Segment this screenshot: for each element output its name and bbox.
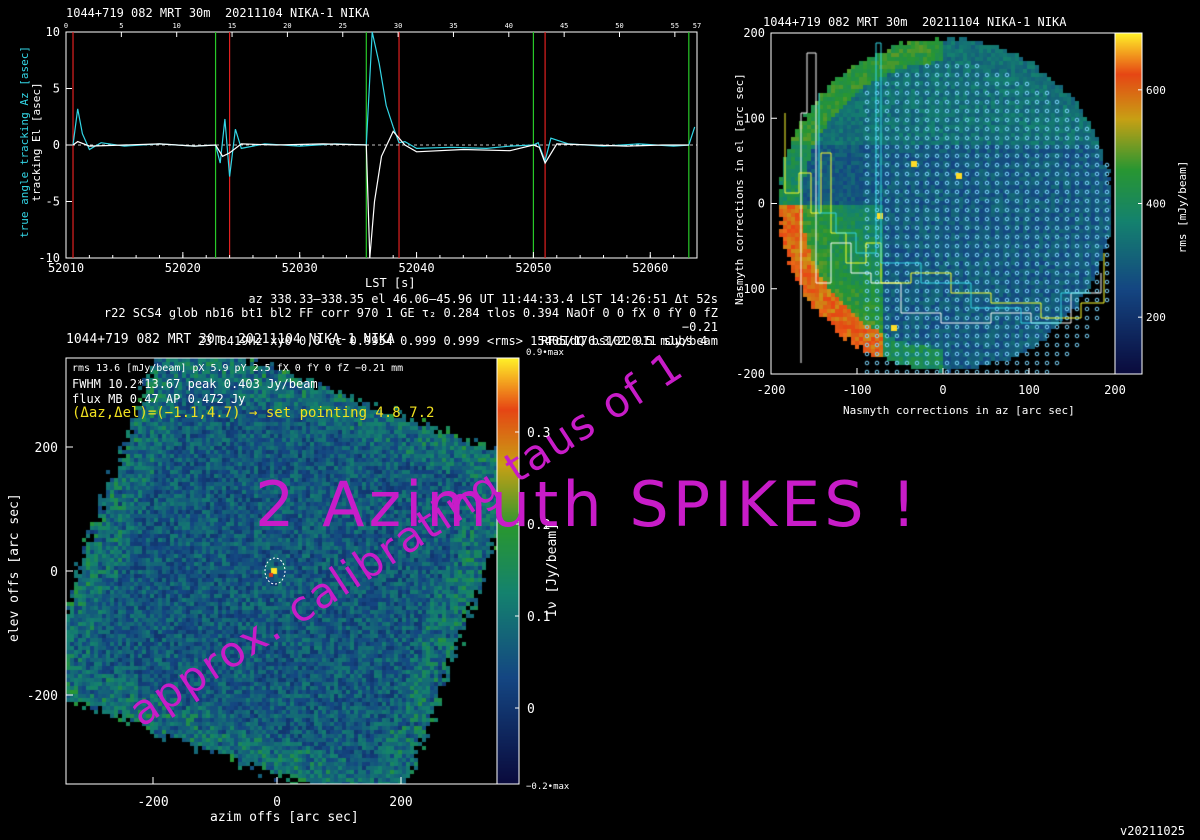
y-tick-label: 10 <box>46 25 60 39</box>
series-az-line <box>72 31 696 177</box>
nas-y-tick-label: -200 <box>736 367 765 381</box>
top-tick-label: 0 <box>64 22 68 30</box>
cbar-top-label: 0.9•max <box>526 348 564 358</box>
map-y-tick-label: 0 <box>50 565 58 580</box>
x-tick-label: 52020 <box>165 261 201 275</box>
series-el-line <box>72 130 689 259</box>
panel2-title: 1044+719 082 MRT 30m 20211104 NIKA-1 NIK… <box>763 15 1067 29</box>
map-ylabel: elev offs [arc sec] <box>7 493 22 642</box>
rms-cbar-tick-label: 600 <box>1146 84 1166 97</box>
nasmyth-xlabel: Nasmyth corrections in az [arc sec] <box>843 404 1075 417</box>
panel1-xlabel: LST [s] <box>365 276 416 290</box>
map-y-tick-label: 200 <box>35 441 58 456</box>
nasmyth-map <box>771 33 1115 374</box>
pointing-result: (Δaz,Δel)=(−1.1,4.7) → set pointing 4.8 … <box>72 405 435 421</box>
x-tick-label: 52030 <box>282 261 318 275</box>
top-tick-label: 25 <box>339 22 347 30</box>
info-block: az 338.33–338.35 el 46.06–45.96 UT 11:44… <box>100 292 718 348</box>
x-tick-label: 52050 <box>515 261 551 275</box>
y-tick-label: -10 <box>38 251 60 265</box>
top-tick-label: 57 <box>693 22 701 30</box>
top-tick-label: 20 <box>283 22 291 30</box>
rms-cbar-tick-label: 400 <box>1146 198 1166 211</box>
nas-x-tick-label: -100 <box>843 383 872 397</box>
nas-x-tick-label: 0 <box>939 383 946 397</box>
x-tick-label: 52060 <box>632 261 668 275</box>
map-y-tick-label: -200 <box>27 689 58 704</box>
top-tick-label: 55 <box>671 22 679 30</box>
x-tick-label: 52040 <box>398 261 434 275</box>
top-tick-label: 35 <box>449 22 457 30</box>
nas-x-tick-label: -200 <box>757 383 786 397</box>
nas-y-tick-label: 200 <box>743 26 765 40</box>
info-line-2: r22 SCS4 glob nb16 bt1 bl2 FF corr 970 1… <box>103 306 718 334</box>
top-tick-label: 50 <box>615 22 623 30</box>
tracking-plot-frame <box>65 31 698 259</box>
top-tick-label: 5 <box>119 22 123 30</box>
info-line-3: 23.8419Hz xy0 0,0 cc 0.9954 0.999 0.999 … <box>197 334 718 348</box>
top-tick-label: 45 <box>560 22 568 30</box>
map-stats-2: FWHM 10.2*13.67 peak 0.403 Jy/beam <box>72 377 318 391</box>
spikes-annotation: 2 Azimuth SPIKES ! <box>255 468 921 541</box>
map-x-tick-label: -200 <box>137 795 168 810</box>
top-tick-label: 10 <box>172 22 180 30</box>
panel1-title: 1044+719 082 MRT 30m 20211104 NIKA-1 NIK… <box>66 6 370 20</box>
pointing-map <box>66 358 497 784</box>
map-xlabel: azim offs [arc sec] <box>210 810 359 825</box>
cbar-bottom-label: −0.2•max <box>526 782 570 792</box>
nasmyth-ylabel: Nasmyth corrections in el [arc sec] <box>733 73 746 305</box>
y-tick-label: 0 <box>53 138 60 152</box>
nas-y-tick-label: 0 <box>758 197 765 211</box>
y-tick-label: 5 <box>53 82 60 96</box>
panel3-info-right: RFdIdQ bs101 911 subs 4 <box>541 334 708 348</box>
nas-x-tick-label: 200 <box>1104 383 1126 397</box>
map-colorbar <box>497 358 519 784</box>
panel1-ylabel-el: tracking El [asec] <box>30 82 43 202</box>
x-tick-label: 52010 <box>48 261 84 275</box>
top-tick-label: 40 <box>505 22 513 30</box>
rms-cbar-label: rms [mJy/beam] <box>1176 160 1189 254</box>
top-tick-label: 30 <box>394 22 402 30</box>
top-tick-label: 15 <box>228 22 236 30</box>
rms-cbar-tick-label: 200 <box>1146 311 1166 324</box>
y-tick-label: -5 <box>46 195 60 209</box>
map-stats-3: flux MB 0.47 AP 0.472 Jy <box>72 392 246 406</box>
rms-colorbar <box>1115 33 1142 374</box>
map-x-tick-label: 200 <box>389 795 412 810</box>
panel3-title: 1044+719 082 MRT 30m 20211104 NIKA-1 NIK… <box>66 332 395 347</box>
nas-x-tick-label: 100 <box>1018 383 1040 397</box>
map-x-tick-label: 0 <box>273 795 281 810</box>
map-cbar-tick-label: 0 <box>527 702 535 717</box>
info-line-1: az 338.33–338.35 el 46.06–45.96 UT 11:44… <box>248 292 718 306</box>
map-stats-1: rms 13.6 [mJy/beam] pX 5.9 pY 2.5 fX 0 f… <box>72 363 404 374</box>
version-label: v20211025 <box>1120 824 1186 838</box>
